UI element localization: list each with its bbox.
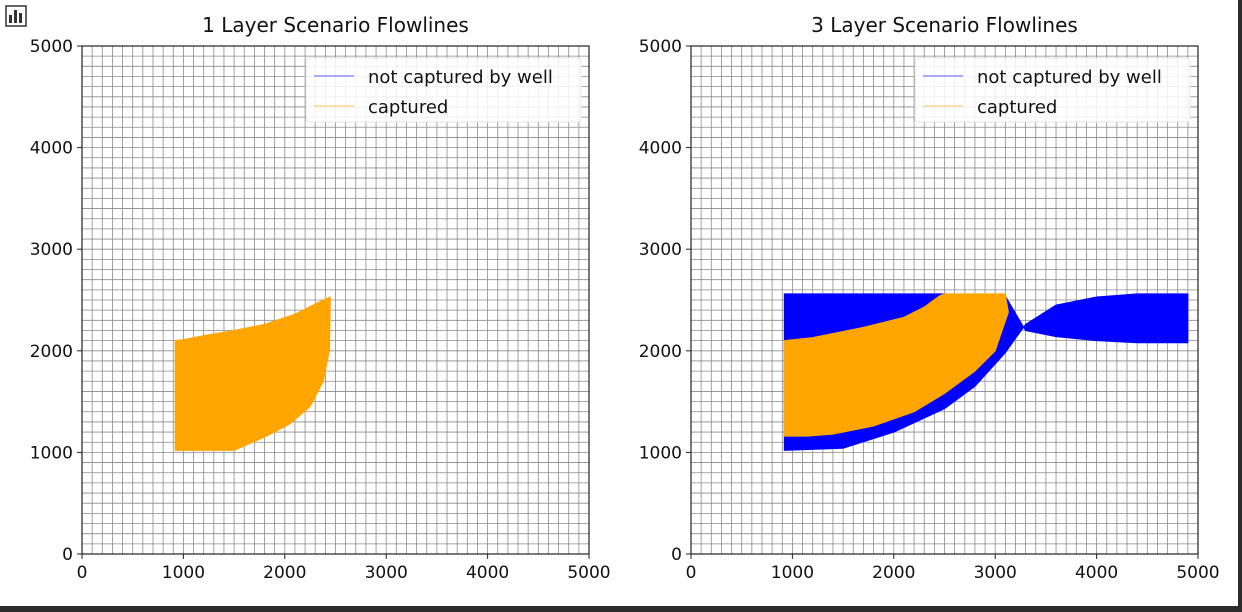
x-tick-label: 5000 [1176,563,1219,583]
y-axis-ticks: 0 1000 2000 3000 4000 5000 [30,37,82,565]
x-tick-label: 4000 [466,563,509,583]
legend-box [914,57,1191,123]
x-tick-label: 1000 [771,563,814,583]
legend: not captured by well captured [914,57,1191,123]
x-tick-label: 2000 [872,563,915,583]
legend: not captured by well captured [305,57,582,123]
series-layer [174,296,331,451]
y-tick-label: 0 [671,545,682,565]
legend-label-captured: captured [977,97,1057,118]
axes-frame [690,45,1199,555]
bar-chart-icon[interactable] [4,4,28,28]
y-tick-label: 5000 [639,37,682,57]
x-tick-label: 0 [686,563,697,583]
subplot-1-layer: 1 Layer Scenario Flowlines 0 1000 2000 3000… [30,13,611,583]
legend-label-captured: captured [368,97,448,118]
series-captured-flowlines [783,293,1009,437]
chart-title: 3 Layer Scenario Flowlines [811,13,1078,37]
x-tick-label: 5000 [567,563,610,583]
series-layer [783,293,1189,451]
legend-label-not-captured: not captured by well [368,67,553,88]
x-axis-ticks: 0 1000 2000 3000 4000 5000 [686,554,1220,583]
y-tick-label: 5000 [30,37,73,57]
y-tick-label: 2000 [639,342,682,362]
legend-label-not-captured: not captured by well [977,67,1162,88]
x-tick-label: 4000 [1075,563,1118,583]
x-axis-ticks: 0 1000 2000 3000 4000 5000 [77,554,611,583]
x-tick-label: 3000 [365,563,408,583]
x-tick-label: 3000 [974,563,1017,583]
y-tick-label: 1000 [639,443,682,463]
x-tick-label: 1000 [162,563,205,583]
y-tick-label: 2000 [30,342,73,362]
subplot-3-layer: 3 Layer Scenario Flowlines 0 1000 2000 3000… [639,13,1220,583]
y-axis-ticks: 0 1000 2000 3000 4000 5000 [639,37,691,565]
chart-title: 1 Layer Scenario Flowlines [202,13,469,37]
series-captured-flowlines [174,296,331,451]
x-tick-label: 0 [77,563,88,583]
y-tick-label: 4000 [639,139,682,159]
y-tick-label: 3000 [30,240,73,260]
y-tick-label: 0 [62,545,73,565]
y-tick-label: 4000 [30,139,73,159]
y-tick-label: 1000 [30,443,73,463]
grid-lines [81,45,590,555]
legend-box [305,57,582,123]
x-tick-label: 2000 [263,563,306,583]
axes-frame [81,45,590,555]
y-tick-label: 3000 [639,240,682,260]
